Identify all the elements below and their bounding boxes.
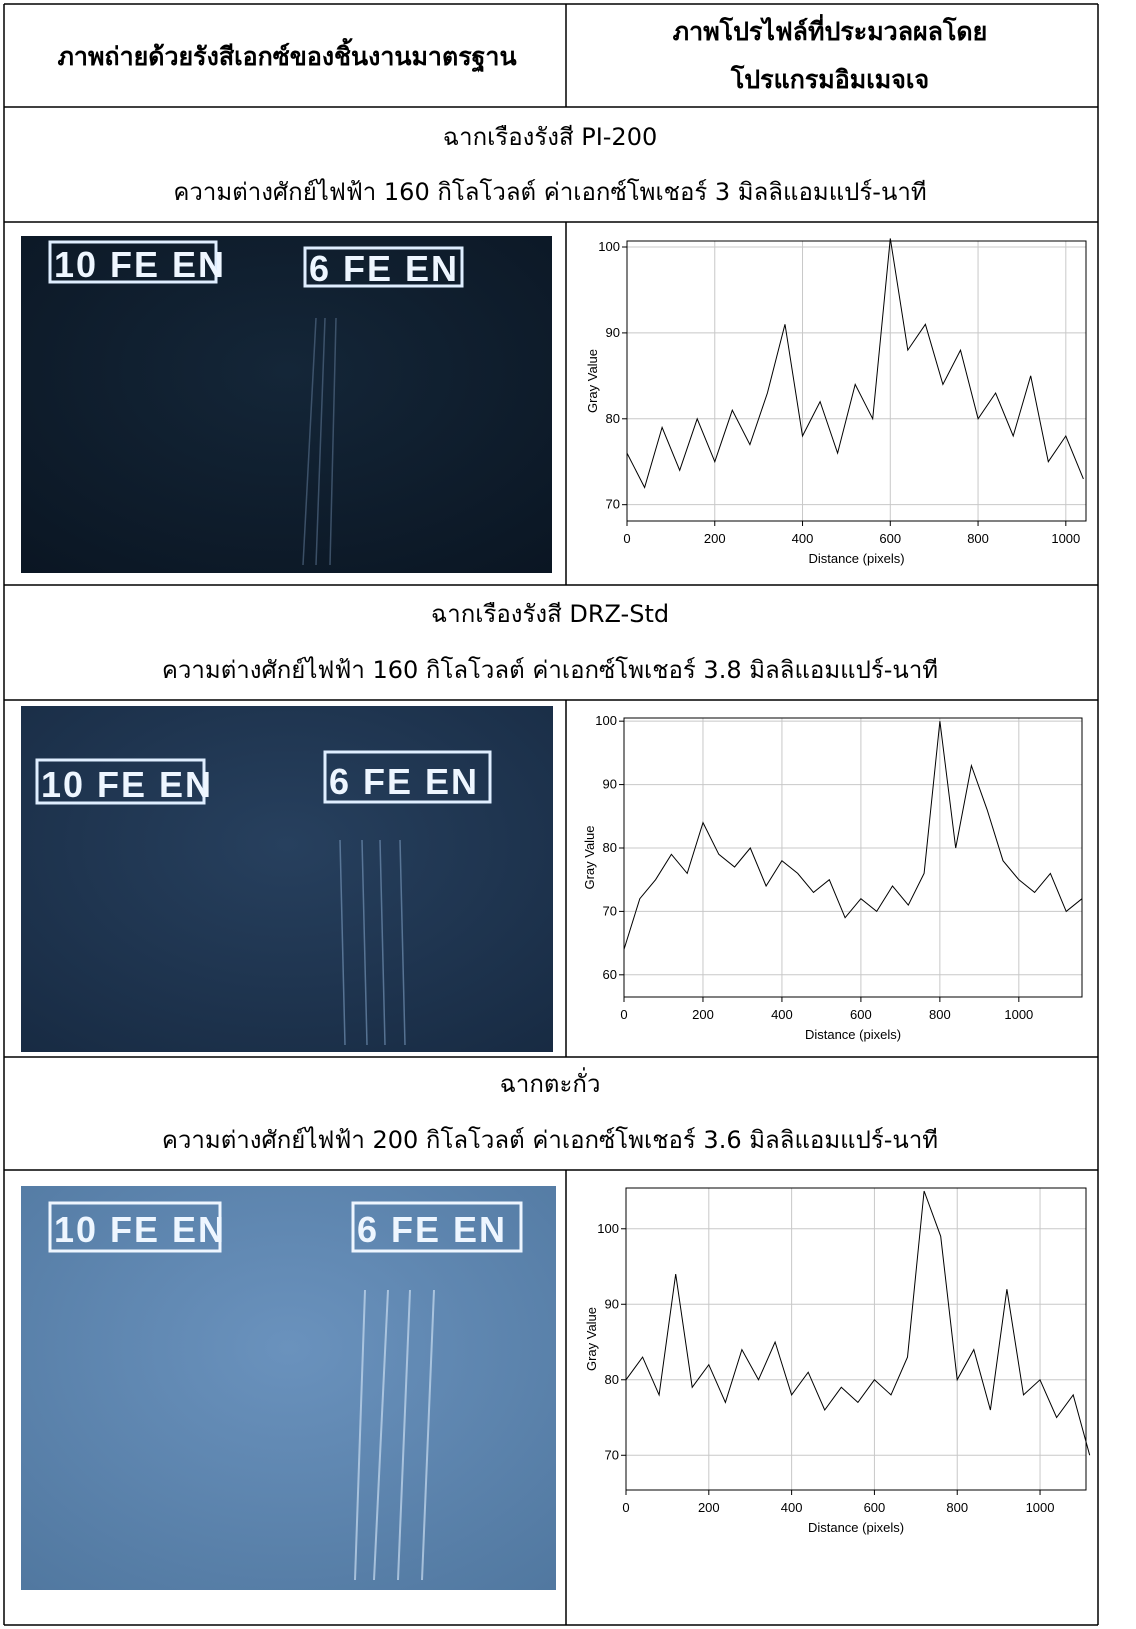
x-tick-label: 0 xyxy=(623,531,630,546)
y-tick-label: 100 xyxy=(598,239,620,254)
image-label: 10 FE EN xyxy=(54,1209,226,1250)
x-tick-label: 0 xyxy=(620,1007,627,1022)
image-label: 10 FE EN xyxy=(54,244,226,285)
profile-line xyxy=(626,238,1084,489)
x-tick-label: 0 xyxy=(622,1500,629,1515)
y-axis-label: Gray Value xyxy=(585,349,600,413)
y-tick-label: 90 xyxy=(603,777,617,792)
y-tick-label: 70 xyxy=(606,497,620,512)
xray-image: 10 FE EN 6 FE EN xyxy=(21,236,552,573)
y-tick-label: 100 xyxy=(595,713,617,728)
xray-image: 10 FE EN 6 FE EN xyxy=(21,706,553,1052)
x-tick-label: 800 xyxy=(946,1500,968,1515)
x-tick-label: 200 xyxy=(692,1007,714,1022)
y-axis-label: Gray Value xyxy=(584,1307,599,1371)
x-tick-label: 400 xyxy=(792,531,814,546)
plot-frame xyxy=(626,240,1087,522)
y-axis-label: Gray Value xyxy=(582,825,597,889)
image-label: 10 FE EN xyxy=(41,764,213,805)
profile-line xyxy=(623,721,1083,950)
section-title: ฉากเรืองรังสี DRZ-Std xyxy=(431,600,669,628)
y-tick-label: 80 xyxy=(605,1372,619,1387)
x-tick-label: 800 xyxy=(967,531,989,546)
y-tick-label: 70 xyxy=(605,1447,619,1462)
section-title: ฉากตะกั่ว xyxy=(500,1067,601,1098)
x-tick-label: 400 xyxy=(771,1007,793,1022)
y-tick-label: 80 xyxy=(606,411,620,426)
x-axis-label: Distance (pixels) xyxy=(805,1027,901,1042)
x-tick-label: 200 xyxy=(704,531,726,546)
header-cell: ภาพโปรไฟล์ที่ประมวลผลโดย xyxy=(673,14,988,46)
table-grid xyxy=(3,3,1099,1626)
section-title: ฉากเรืองรังสี PI-200 xyxy=(443,123,658,151)
y-tick-label: 70 xyxy=(603,903,617,918)
x-axis-label: Distance (pixels) xyxy=(808,551,904,566)
y-tick-label: 60 xyxy=(603,967,617,982)
y-tick-label: 90 xyxy=(606,325,620,340)
profile-line xyxy=(625,1190,1091,1456)
xray-image: 10 FE EN 6 FE EN xyxy=(21,1186,556,1590)
x-axis-label: Distance (pixels) xyxy=(808,1520,904,1535)
image-label: 6 FE EN xyxy=(357,1209,507,1250)
x-tick-label: 800 xyxy=(929,1007,951,1022)
x-tick-label: 1000 xyxy=(1051,531,1080,546)
section-conditions: ความต่างศักย์ไฟฟ้า 160 กิโลโวลต์ ค่าเอกซ… xyxy=(162,656,938,684)
x-tick-label: 400 xyxy=(781,1500,803,1515)
x-tick-label: 600 xyxy=(864,1500,886,1515)
header-cell: โปรแกรมอิมเมจเจ xyxy=(730,64,929,94)
y-tick-label: 80 xyxy=(603,840,617,855)
image-label: 6 FE EN xyxy=(329,761,479,802)
header-cell: ภาพถ่ายด้วยรังสีเอกซ์ของชิ้นงานมาตรฐาน xyxy=(57,37,516,73)
plot-frame xyxy=(625,1187,1087,1491)
x-tick-label: 1000 xyxy=(1026,1500,1055,1515)
y-tick-label: 100 xyxy=(597,1221,619,1236)
x-tick-label: 600 xyxy=(850,1007,872,1022)
y-tick-label: 90 xyxy=(605,1296,619,1311)
image-label: 6 FE EN xyxy=(309,248,459,289)
section-conditions: ความต่างศักย์ไฟฟ้า 160 กิโลโวลต์ ค่าเอกซ… xyxy=(173,178,926,206)
x-tick-label: 1000 xyxy=(1004,1007,1033,1022)
plot-frame xyxy=(623,717,1083,998)
x-tick-label: 600 xyxy=(879,531,901,546)
section-conditions: ความต่างศักย์ไฟฟ้า 200 กิโลโวลต์ ค่าเอกซ… xyxy=(162,1126,938,1154)
x-tick-label: 200 xyxy=(698,1500,720,1515)
